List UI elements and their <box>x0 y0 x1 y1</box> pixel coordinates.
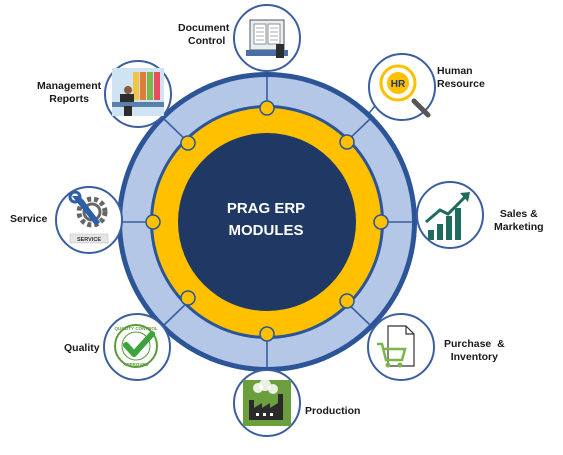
service-tag-text: SERVICE <box>77 237 101 243</box>
label-document-line2: Control <box>188 35 226 47</box>
label-hr-line1: Human <box>437 65 473 77</box>
label-sales-marketing: Sales & Marketing <box>494 208 544 234</box>
label-production-line1: Production <box>305 405 361 417</box>
label-purchase-inventory: Purchase & Inventory <box>444 338 505 364</box>
label-sales-line2: Marketing <box>494 221 544 233</box>
label-document-line1: Document <box>178 22 230 34</box>
label-human-resource: Human Resource <box>437 65 485 91</box>
label-purchase-line2: Inventory <box>450 351 498 363</box>
factory-icon <box>233 369 301 437</box>
shopping-cart-icon <box>367 313 435 381</box>
node-service <box>145 214 161 230</box>
label-quality: Quality <box>64 342 100 355</box>
document-icon <box>233 4 301 72</box>
label-service: Service <box>10 213 47 226</box>
node-hr <box>339 134 355 150</box>
node-management <box>180 135 196 151</box>
center-title-line1: PRAG ERP <box>226 200 306 217</box>
core-circle <box>178 133 356 311</box>
label-sales-line1: Sales & <box>499 208 538 220</box>
quality-stamp-bottom-text: APPROVED <box>123 362 149 367</box>
label-management-reports: Management Reports <box>37 80 101 106</box>
label-management-line2: Reports <box>49 93 89 105</box>
label-document-control: Document Control <box>178 22 229 48</box>
center-title-line2: MODULES <box>228 222 304 239</box>
hr-magnifier-icon: HR <box>368 53 436 121</box>
label-management-line1: Management <box>37 80 102 92</box>
node-document <box>259 100 275 116</box>
node-quality <box>180 290 196 306</box>
hr-badge-text: HR <box>391 79 406 90</box>
node-production <box>259 326 275 342</box>
label-production: Production <box>305 405 360 418</box>
node-purchase <box>339 293 355 309</box>
label-quality-line1: Quality <box>64 342 100 354</box>
node-sales <box>373 214 389 230</box>
office-desk-icon <box>104 60 172 128</box>
wrench-gear-icon: SERVICE <box>55 186 123 254</box>
quality-approved-stamp-icon: QUALITY CONTROL APPROVED <box>103 313 171 381</box>
label-purchase-line1: Purchase & <box>444 338 505 350</box>
label-hr-line2: Resource <box>437 78 485 90</box>
center-title: PRAG ERP MODULES <box>200 198 332 242</box>
label-service-line1: Service <box>10 213 48 225</box>
ring-nodes <box>145 100 389 342</box>
quality-stamp-top-text: QUALITY CONTROL <box>114 326 157 331</box>
growth-chart-icon <box>416 181 484 249</box>
